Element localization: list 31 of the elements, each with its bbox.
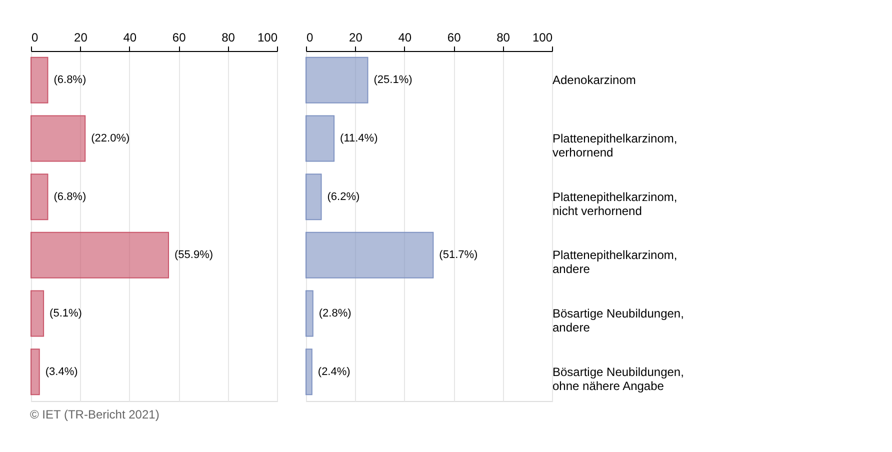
data-label: (5.1%)	[50, 308, 82, 320]
data-label: (25.1%)	[374, 74, 412, 86]
x-tick-label: 40	[123, 30, 137, 44]
x-tick-label: 60	[172, 30, 186, 44]
data-label: (22.0%)	[91, 132, 130, 144]
y-tick-label: Plattenepithelkarzinom, nicht verhornend	[552, 190, 678, 218]
y-tick-label: Bösartige Neubildungen, ohne nähere Angabe	[552, 364, 684, 393]
data-label: (11.4%)	[340, 132, 378, 144]
data-label: (6.8%)	[54, 74, 86, 86]
x-tick-label: 100	[257, 30, 278, 44]
data-label: (2.8%)	[318, 308, 352, 320]
x-tick-label: 60	[447, 30, 462, 44]
y-tick-label: Bösartige Neubildungen, andere	[552, 306, 684, 334]
x-tick-label: 20	[349, 30, 363, 44]
y-tick-label: Plattenepithelkarzinom, andere	[552, 248, 678, 276]
x-tick-label: 40	[398, 30, 412, 44]
x-tick-label: 20	[74, 30, 88, 44]
data-label: (2.4%)	[318, 366, 350, 378]
data-label: (51.7%)	[439, 249, 478, 262]
x-tick-label: 0	[306, 30, 314, 44]
x-tick-label: 80	[496, 30, 510, 44]
data-label: (6.8%)	[54, 190, 86, 203]
x-tick-label: 0	[32, 30, 38, 44]
text: © IET (TR-Bericht 2021)	[30, 408, 160, 422]
data-label: (6.2%)	[327, 190, 360, 203]
x-tick-label: 100	[532, 30, 553, 44]
data-label: (3.4%)	[45, 366, 78, 378]
x-tick-label: 80	[222, 30, 236, 44]
data-label: (55.9%)	[174, 249, 214, 262]
y-tick-label: Plattenepithelkarzinom, verhornend	[552, 132, 678, 160]
y-tick-label: Adenokarzinom	[552, 73, 636, 88]
